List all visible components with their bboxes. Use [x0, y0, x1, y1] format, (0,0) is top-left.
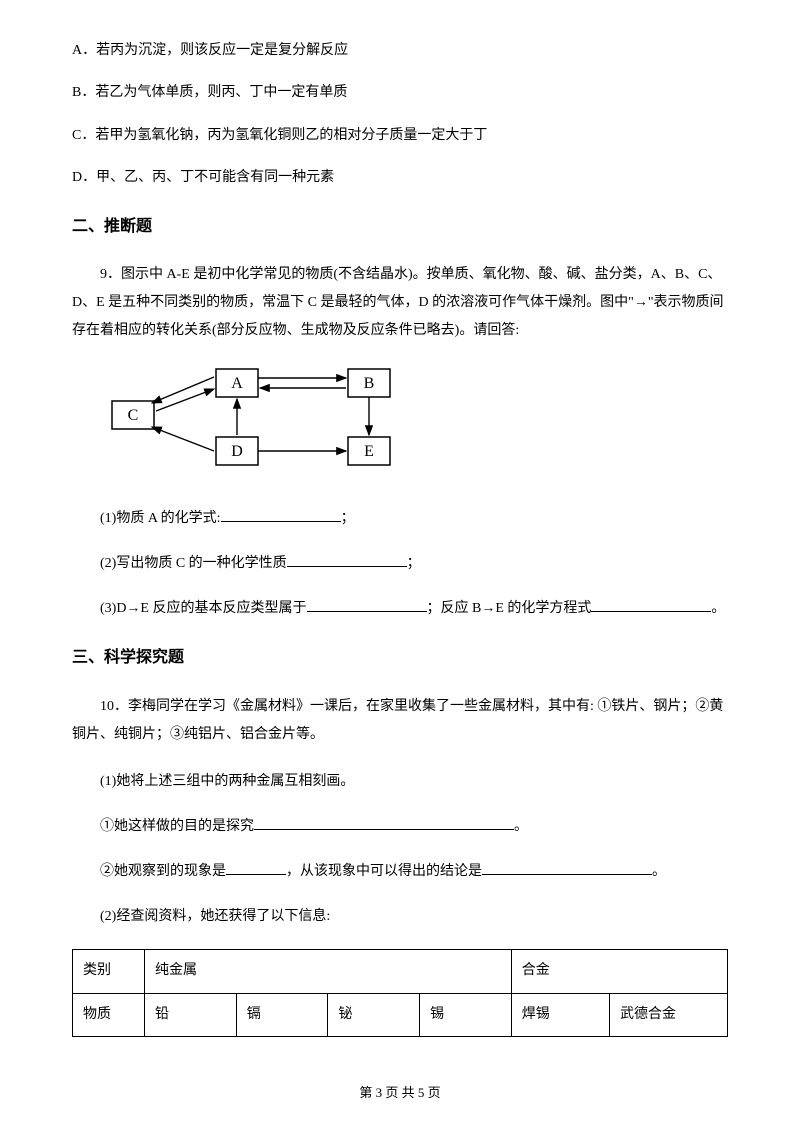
blank-q10-1-2a[interactable] — [226, 859, 286, 875]
q10-1-1-period: 。 — [514, 819, 528, 834]
q10-1-2a-text: ②她观察到的现象是 — [100, 864, 226, 879]
q10-1-2b-text: ，从该现象中可以得出的结论是 — [286, 864, 482, 879]
q10-sub-1-1: ①她这样做的目的是探究 。 — [72, 814, 728, 839]
q10-sub-1: (1)她将上述三组中的两种金属互相刻画。 — [72, 769, 728, 794]
q9-1-semi: ； — [341, 511, 355, 526]
q9-3-period: 。 — [711, 601, 725, 616]
q9-2-semi: ； — [407, 556, 421, 571]
table-cell: 武德合金 — [610, 993, 728, 1036]
option-b: B．若乙为气体单质，则丙、丁中一定有单质 — [72, 82, 728, 104]
table-cell: 类别 — [73, 950, 145, 993]
option-d: D．甲、乙、丙、丁不可能含有同一种元素 — [72, 167, 728, 189]
table-cell: 锡 — [420, 993, 512, 1036]
table-cell: 物质 — [73, 993, 145, 1036]
table-cell: 铅 — [145, 993, 237, 1036]
q9-1-text: (1)物质 A 的化学式: — [100, 511, 221, 526]
table-row: 类别 纯金属 合金 — [73, 950, 728, 993]
option-a: A．若丙为沉淀，则该反应一定是复分解反应 — [72, 40, 728, 62]
q9-sub-2: (2)写出物质 C 的一种化学性质 ； — [72, 551, 728, 576]
page-footer: 第 3 页 共 5 页 — [0, 1083, 800, 1104]
q9-3b-text: ；反应 B→E 的化学方程式 — [427, 601, 592, 616]
diagram-label-b: B — [364, 375, 375, 392]
diagram-svg: A B C D E — [108, 365, 416, 473]
blank-q9-2[interactable] — [287, 551, 407, 567]
blank-q9-1[interactable] — [221, 506, 341, 522]
table-cell: 纯金属 — [145, 950, 512, 993]
table-cell: 焊锡 — [511, 993, 609, 1036]
table-row: 物质 铅 镉 铋 锡 焊锡 武德合金 — [73, 993, 728, 1036]
info-table: 类别 纯金属 合金 物质 铅 镉 铋 锡 焊锡 武德合金 — [72, 949, 728, 1037]
question-10: 10．李梅同学在学习《金属材料》一课后，在家里收集了一些金属材料，其中有: ①铁… — [72, 693, 728, 749]
blank-q9-3b[interactable] — [591, 596, 711, 612]
option-c: C．若甲为氢氧化钠，丙为氢氧化铜则乙的相对分子质量一定大于丁 — [72, 125, 728, 147]
diagram-label-c: C — [128, 407, 139, 424]
diagram-label-e: E — [364, 443, 374, 460]
q9-3a-text: (3)D→E 反应的基本反应类型属于 — [100, 601, 307, 616]
q10-sub-1-2: ②她观察到的现象是 ，从该现象中可以得出的结论是 。 — [72, 859, 728, 884]
q10-1-2-period: 。 — [652, 864, 666, 879]
diagram-label-d: D — [231, 443, 243, 460]
section-2-header: 二、推断题 — [72, 214, 728, 240]
table-cell: 镉 — [236, 993, 328, 1036]
q10-1-1-text: ①她这样做的目的是探究 — [100, 819, 254, 834]
blank-q10-1-1[interactable] — [254, 814, 514, 830]
table-cell: 合金 — [511, 950, 727, 993]
diagram-q9: A B C D E — [108, 365, 728, 481]
diagram-label-a: A — [231, 375, 243, 392]
q9-sub-1: (1)物质 A 的化学式: ； — [72, 506, 728, 531]
table-cell: 铋 — [328, 993, 420, 1036]
question-9: 9．图示中 A-E 是初中化学常见的物质(不含结晶水)。按单质、氧化物、酸、碱、… — [72, 261, 728, 345]
blank-q9-3a[interactable] — [307, 596, 427, 612]
q9-sub-3: (3)D→E 反应的基本反应类型属于 ；反应 B→E 的化学方程式 。 — [72, 596, 728, 621]
blank-q10-1-2b[interactable] — [482, 859, 652, 875]
q10-sub-2: (2)经查阅资料，她还获得了以下信息: — [72, 904, 728, 929]
section-3-header: 三、科学探究题 — [72, 645, 728, 671]
q9-2-text: (2)写出物质 C 的一种化学性质 — [100, 556, 287, 571]
